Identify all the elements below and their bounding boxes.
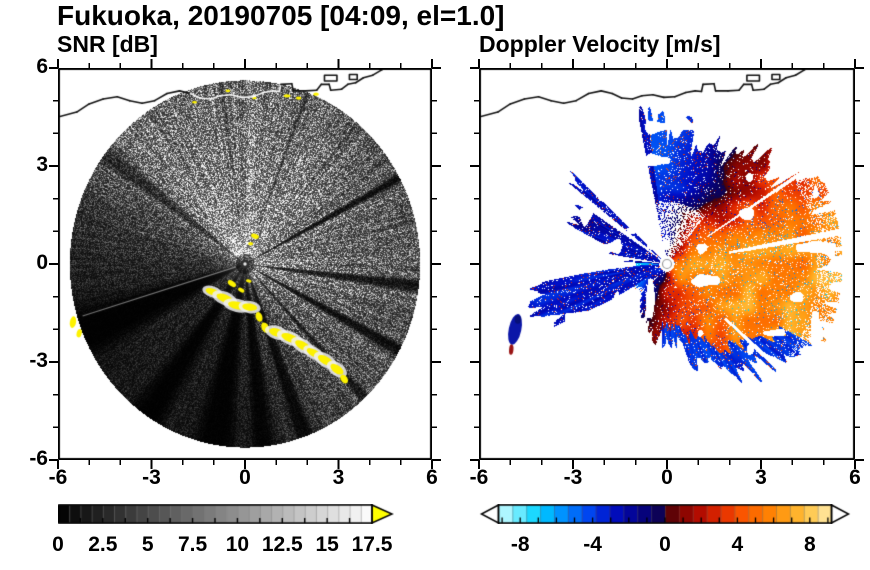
snr-xtick-label: 6 (426, 466, 438, 489)
snr-colorbar-label: 2.5 (88, 533, 118, 556)
velocity-xtick-label: 0 (661, 466, 673, 489)
snr-xtick-label: -6 (48, 466, 68, 489)
snr-colorbar-label: 15 (315, 533, 339, 556)
snr-ytick-label: 3 (36, 153, 48, 176)
snr-xtick-label: -3 (142, 466, 161, 489)
velocity-colorbar-label: 0 (659, 533, 671, 556)
snr-xtick-label: 0 (239, 466, 251, 489)
velocity-colorbar-label: 4 (731, 533, 744, 556)
snr-ytick-label: 6 (36, 55, 48, 78)
snr-axis-ticks (49, 59, 441, 469)
snr-ytick-label: -6 (29, 447, 48, 470)
snr-panel-title: SNR [dB] (57, 31, 158, 57)
snr-ytick-label: -3 (29, 349, 48, 372)
velocity-colorbar-label: -4 (583, 533, 602, 556)
snr-colorbar-label: 17.5 (351, 533, 393, 556)
velocity-xtick-label: 3 (755, 466, 767, 489)
velocity-colorbar-label: -8 (510, 533, 530, 556)
snr-colorbar-label: 10 (225, 533, 250, 556)
velocity-axis-ticks (470, 59, 864, 469)
snr-ppi-image (58, 68, 432, 460)
velocity-xtick-label: -6 (469, 466, 489, 489)
snr-colorbar-label: 0 (52, 533, 64, 556)
snr-colorbar-label: 5 (141, 533, 154, 556)
figure-title: Fukuoka, 20190705 [04:09, el=1.0] (57, 0, 505, 31)
snr-colorbar-label: 12.5 (261, 533, 303, 556)
velocity-xtick-label: -3 (563, 466, 583, 489)
velocity-xtick-label: 6 (849, 466, 861, 489)
velocity-colorbar-label: 8 (803, 533, 816, 556)
snr-xtick-label: 3 (332, 466, 345, 489)
velocity-ppi-image (479, 68, 855, 460)
snr-ytick-label: 0 (36, 251, 48, 274)
snr-colorbar-label: 7.5 (177, 533, 208, 556)
velocity-colorbar (479, 504, 855, 524)
velocity-panel-title: Doppler Velocity [m/s] (479, 31, 721, 57)
snr-colorbar (58, 504, 394, 524)
